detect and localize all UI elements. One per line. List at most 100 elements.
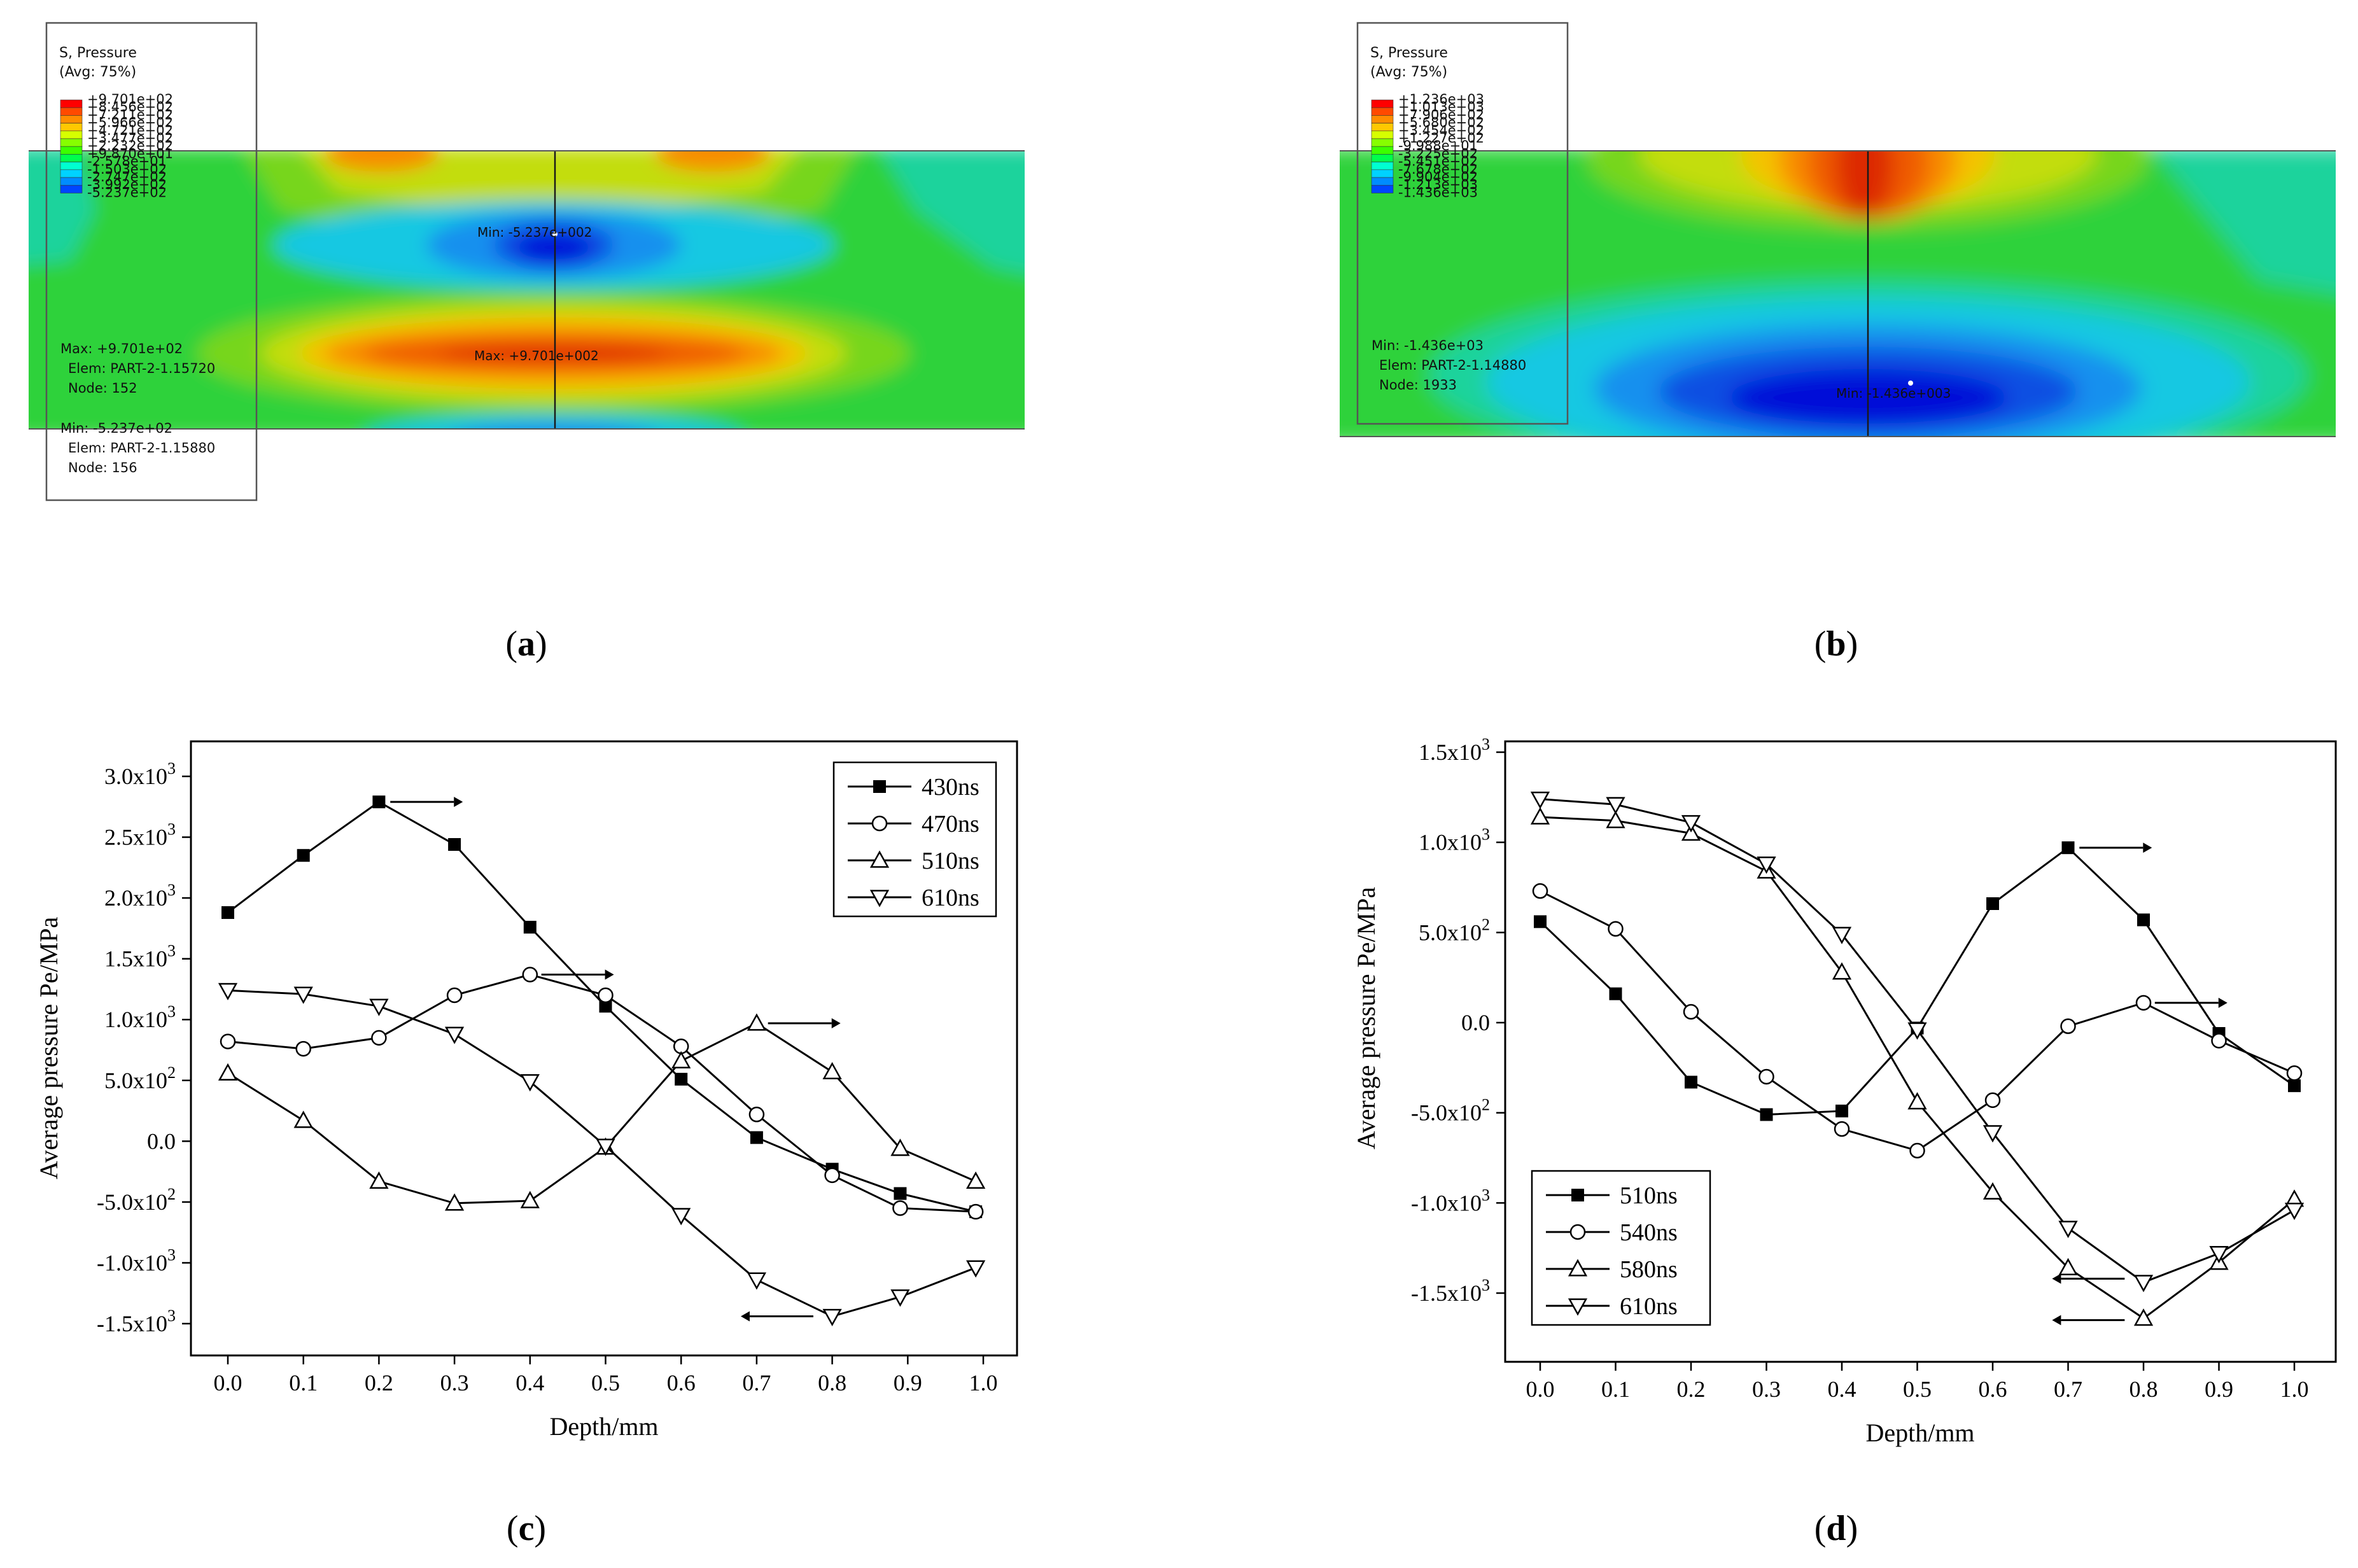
data-point-marker bbox=[448, 838, 461, 851]
data-point-marker bbox=[748, 1107, 765, 1123]
legend-swatch bbox=[60, 146, 83, 155]
data-point-marker bbox=[822, 1061, 842, 1080]
legend-entry: 610ns bbox=[922, 885, 979, 911]
y-tick-label: 0.0 bbox=[147, 1128, 176, 1154]
legend-swatch bbox=[1371, 107, 1394, 116]
legend-swatch bbox=[1371, 99, 1394, 108]
data-point-marker bbox=[444, 1026, 465, 1044]
data-point-marker bbox=[1834, 1121, 1850, 1137]
data-point-marker bbox=[2133, 1275, 2154, 1292]
plot-frame-d bbox=[1504, 740, 2337, 1363]
direction-arrow-head bbox=[605, 969, 614, 980]
data-point-marker bbox=[1907, 1092, 1927, 1110]
legend-value: -9.988e+01 bbox=[1398, 138, 1478, 153]
data-point-marker bbox=[967, 1203, 984, 1220]
y-tick-label: 1.5x103 bbox=[104, 942, 176, 972]
data-point-marker bbox=[2211, 1033, 2227, 1049]
legend-min-info: Elem: PART-2-1.14880 bbox=[1379, 358, 1526, 373]
series-line-540ns bbox=[1540, 890, 2295, 1152]
legend-entry: 580ns bbox=[1620, 1256, 1678, 1283]
y-axis-label-d: Average pressure Pe/MPa bbox=[1352, 887, 1380, 1150]
legend-min-info: Node: 156 bbox=[68, 460, 137, 475]
legend-frame-b bbox=[1356, 22, 1569, 425]
legend-entry: 510ns bbox=[922, 848, 979, 874]
legend-entry: 470ns bbox=[922, 811, 979, 837]
legend-value: -2.747e+02 bbox=[87, 169, 167, 185]
legend-value: +8.456e+02 bbox=[87, 99, 173, 115]
data-point-marker bbox=[1532, 883, 1548, 899]
region-red-top bbox=[1836, 151, 1893, 220]
data-point-marker bbox=[890, 1138, 910, 1156]
x-tick-label: 1.0 bbox=[2280, 1376, 2309, 1402]
data-point-marker bbox=[369, 1171, 389, 1189]
region-orange-top-right bbox=[656, 151, 770, 172]
caption-d: (d) bbox=[1814, 1509, 1858, 1548]
data-point-marker bbox=[2061, 841, 2075, 855]
data-point-marker bbox=[1983, 1125, 2003, 1143]
data-point-marker bbox=[894, 1187, 907, 1200]
data-point-marker bbox=[522, 967, 538, 983]
data-point-marker bbox=[446, 987, 463, 1004]
data-point-marker bbox=[2137, 913, 2150, 927]
data-point-marker bbox=[2286, 1065, 2303, 1081]
panel-b: Min: -1.436e+003 S, Pressure (Avg: 75%) … bbox=[1340, 22, 2336, 437]
legend-value: +1.227e+02 bbox=[1398, 130, 1484, 146]
data-point-marker bbox=[1530, 807, 1550, 825]
y-tick-label: 2.0x103 bbox=[104, 881, 176, 911]
legend-swatch bbox=[1371, 154, 1394, 162]
data-point-marker bbox=[1909, 1142, 1925, 1159]
x-tick-label: 0.9 bbox=[894, 1370, 922, 1396]
y-tick-label: -1.0x103 bbox=[1411, 1186, 1490, 1215]
y-axis-label-c: Average pressure Pe/MPa bbox=[34, 917, 63, 1180]
data-point-marker bbox=[1606, 797, 1625, 815]
data-point-marker bbox=[598, 987, 614, 1004]
data-point-marker bbox=[873, 780, 886, 793]
data-point-marker bbox=[1757, 857, 1776, 874]
min-point-a bbox=[552, 232, 558, 237]
data-point-marker bbox=[966, 1260, 986, 1278]
legend-avg-a: (Avg: 75%) bbox=[59, 64, 136, 80]
legend-title-b: S, Pressure bbox=[1370, 45, 1448, 61]
data-point-marker bbox=[747, 1272, 767, 1290]
legend-box-a: S, Pressure (Avg: 75%) +9.701e+02+8.456e… bbox=[45, 22, 258, 501]
legend-frame-a bbox=[45, 22, 258, 501]
x-tick-label: 0.7 bbox=[742, 1370, 771, 1396]
legend-value: -9.904e+02 bbox=[1398, 169, 1478, 185]
x-tick-label: 0.7 bbox=[2054, 1376, 2082, 1402]
data-point-marker bbox=[1758, 1068, 1774, 1085]
data-point-marker bbox=[444, 1193, 465, 1211]
contour-plot-a: Min: -5.237e+002 Max: +9.701e+002 bbox=[29, 151, 1025, 429]
caption-a: (a) bbox=[505, 624, 547, 664]
region-cyan-right bbox=[881, 151, 1025, 274]
legend-value: -1.503e+02 bbox=[87, 162, 167, 177]
legend-value: +7.906e+02 bbox=[1398, 107, 1484, 122]
series-line-510ns bbox=[1539, 846, 2295, 1116]
legend-swatch bbox=[60, 154, 83, 162]
legend-value: -7.678e+02 bbox=[1398, 162, 1478, 177]
legend-entry: 540ns bbox=[1620, 1219, 1678, 1246]
legend-swatch bbox=[1371, 162, 1394, 171]
direction-arrow-head bbox=[2052, 1273, 2061, 1284]
y-tick-label: 1.0x103 bbox=[104, 1002, 176, 1032]
legend-max-info: Elem: PART-2-1.15720 bbox=[68, 361, 215, 376]
legend-min-info: Min: -1.436e+03 bbox=[1372, 338, 1484, 353]
data-point-marker bbox=[869, 890, 890, 907]
data-point-marker bbox=[2209, 1246, 2229, 1264]
direction-arrow-head bbox=[454, 797, 463, 808]
region-blue-bottom bbox=[476, 423, 631, 429]
data-point-marker bbox=[966, 1171, 986, 1189]
chart-d: Depth/mm Average pressure Pe/MPa 0.0 0.1 0… bbox=[1352, 735, 2337, 1447]
legend-swatch bbox=[1371, 138, 1394, 147]
legend-swatch bbox=[1371, 115, 1394, 123]
data-point-marker bbox=[1681, 823, 1701, 841]
direction-arrow-head bbox=[831, 1018, 841, 1028]
legend-value: +7.211e+02 bbox=[87, 107, 173, 122]
legend-swatch bbox=[1371, 169, 1394, 178]
data-point-marker bbox=[671, 1208, 691, 1226]
legend-value: +5.680e+02 bbox=[1398, 115, 1484, 130]
legend-value: +3.454e+02 bbox=[1398, 123, 1484, 138]
legend-entry: 610ns bbox=[1620, 1293, 1678, 1320]
legend-min-info: Elem: PART-2-1.15880 bbox=[68, 440, 215, 456]
data-point-marker bbox=[218, 983, 238, 1000]
data-point-marker bbox=[2058, 1221, 2078, 1238]
